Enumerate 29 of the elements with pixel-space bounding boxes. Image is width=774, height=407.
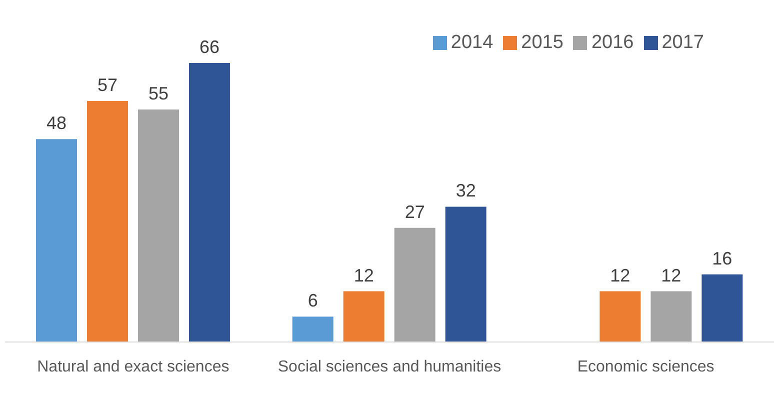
data-label: 12 (610, 265, 630, 286)
data-label: 57 (97, 75, 118, 96)
bar (702, 274, 743, 342)
legend-label: 2015 (521, 32, 564, 53)
bar (138, 110, 179, 342)
bar (445, 206, 486, 342)
bar (189, 63, 230, 342)
data-label: 48 (46, 113, 67, 134)
data-label: 12 (661, 265, 682, 286)
legend-label: 2017 (662, 32, 704, 53)
data-label: 6 (308, 290, 318, 311)
bar (292, 316, 334, 342)
data-label: 55 (148, 84, 169, 104)
bar (650, 291, 692, 342)
bar (600, 291, 641, 342)
bar (36, 139, 77, 342)
data-label: 27 (404, 202, 425, 222)
data-label: 32 (456, 180, 476, 201)
bar (87, 101, 128, 342)
data-label: 12 (354, 265, 374, 286)
bar (394, 228, 436, 342)
legend-label: 2014 (450, 32, 494, 53)
legend-label: 2016 (591, 32, 634, 53)
data-label: 16 (712, 248, 732, 268)
x-tick-label: Natural and exact sciences (37, 358, 230, 376)
data-label: 66 (199, 37, 220, 57)
bar (343, 291, 384, 342)
x-tick-label: Social sciences and humanities (278, 358, 502, 376)
x-tick-label: Economic sciences (577, 358, 714, 376)
